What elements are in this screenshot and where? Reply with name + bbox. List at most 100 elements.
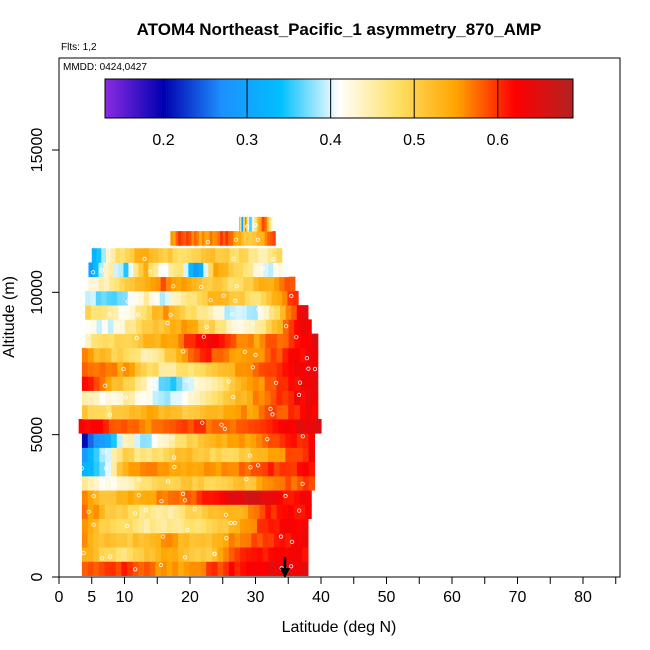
heat-cell bbox=[127, 547, 134, 562]
heat-cell bbox=[157, 419, 165, 434]
heat-cell bbox=[150, 490, 158, 505]
heat-cell bbox=[259, 490, 266, 505]
heat-cell bbox=[140, 461, 147, 477]
heat-cell bbox=[155, 532, 162, 548]
heat-cell bbox=[269, 231, 274, 246]
colorbar-tick-label: 0.4 bbox=[320, 132, 342, 149]
heat-cell bbox=[185, 504, 192, 520]
heat-cell bbox=[225, 490, 232, 505]
heat-cell bbox=[101, 290, 108, 306]
heat-cell bbox=[271, 216, 273, 232]
heat-cell bbox=[300, 376, 307, 391]
heat-cell bbox=[134, 433, 141, 448]
heat-cell bbox=[264, 231, 268, 246]
heat-cell bbox=[177, 561, 185, 576]
heat-cell bbox=[267, 447, 275, 463]
heat-cell bbox=[203, 262, 209, 278]
heat-cell bbox=[199, 390, 207, 406]
heat-cell bbox=[238, 433, 246, 448]
heat-cell bbox=[268, 561, 275, 576]
heat-cell bbox=[185, 490, 192, 505]
heat-cell bbox=[102, 333, 110, 349]
heat-cell bbox=[242, 419, 249, 434]
sample-point bbox=[158, 562, 164, 568]
heat-cell bbox=[145, 433, 153, 448]
heat-cell bbox=[95, 290, 102, 306]
heat-cell bbox=[232, 276, 239, 292]
heat-cell bbox=[223, 390, 230, 406]
heat-cell bbox=[250, 475, 257, 491]
heat-cell bbox=[258, 362, 266, 377]
sample-point bbox=[226, 379, 231, 384]
sample-point bbox=[99, 268, 104, 273]
heat-cell bbox=[217, 362, 224, 377]
heat-cell bbox=[169, 433, 176, 448]
heat-cell bbox=[169, 319, 177, 335]
heat-cell bbox=[138, 561, 145, 576]
sample-point bbox=[201, 334, 206, 339]
sample-point bbox=[223, 512, 228, 517]
sample-point bbox=[278, 534, 284, 539]
heat-cell bbox=[244, 475, 252, 491]
heat-cell bbox=[235, 390, 242, 406]
heat-cell bbox=[192, 475, 199, 491]
heat-cell bbox=[267, 216, 270, 232]
heat-cell bbox=[285, 475, 292, 491]
heat-cell bbox=[250, 447, 257, 463]
heat-cell bbox=[215, 319, 222, 335]
colorbar-tick-label: 0.2 bbox=[152, 132, 174, 149]
heat-cell bbox=[110, 518, 117, 534]
heat-cell bbox=[252, 390, 260, 406]
sample-point bbox=[171, 284, 176, 289]
heat-cell bbox=[273, 447, 281, 463]
heat-cell bbox=[192, 319, 199, 335]
heat-cell bbox=[123, 390, 130, 406]
heat-cell bbox=[174, 447, 182, 463]
heat-cell bbox=[244, 433, 252, 448]
heat-cell bbox=[262, 518, 269, 534]
heat-cell bbox=[111, 376, 118, 391]
heat-cell bbox=[288, 404, 295, 420]
heat-cell bbox=[169, 475, 176, 491]
heat-cell bbox=[277, 319, 284, 335]
heat-cell bbox=[179, 504, 186, 520]
heat-cell bbox=[218, 290, 225, 306]
heat-cell bbox=[151, 475, 159, 491]
heat-cell bbox=[81, 347, 89, 363]
heat-cell bbox=[229, 390, 236, 406]
heat-cell bbox=[110, 248, 117, 263]
heat-cell bbox=[115, 561, 123, 576]
heat-cell bbox=[140, 362, 148, 377]
heat-cell bbox=[148, 262, 154, 278]
heat-cell bbox=[105, 347, 112, 363]
heat-cell bbox=[211, 347, 219, 363]
heat-cell bbox=[288, 504, 295, 520]
heat-cell bbox=[156, 504, 163, 520]
heat-cell bbox=[138, 532, 145, 548]
heat-cell bbox=[217, 276, 224, 292]
heat-cell bbox=[252, 404, 260, 420]
heat-cell bbox=[109, 276, 115, 292]
heat-cell bbox=[170, 390, 177, 406]
colorbar-gradient bbox=[104, 78, 574, 119]
heat-cell bbox=[87, 376, 95, 391]
heat-cell bbox=[206, 532, 213, 548]
heat-cell bbox=[122, 433, 130, 448]
heat-cell bbox=[172, 547, 179, 562]
heat-cell bbox=[191, 290, 198, 306]
sample-point bbox=[300, 434, 305, 439]
sample-point bbox=[265, 436, 270, 442]
heat-cell bbox=[285, 518, 292, 534]
heat-cell bbox=[131, 333, 139, 349]
heat-cell bbox=[182, 390, 189, 406]
heat-cell bbox=[164, 362, 171, 377]
heat-cell bbox=[241, 404, 248, 420]
sample-point bbox=[101, 449, 106, 454]
heat-cell bbox=[205, 376, 213, 391]
heat-cell bbox=[235, 376, 242, 391]
heat-cell bbox=[285, 461, 292, 477]
heat-cell bbox=[302, 447, 310, 463]
sample-point bbox=[81, 550, 86, 556]
heat-cell bbox=[273, 262, 279, 278]
